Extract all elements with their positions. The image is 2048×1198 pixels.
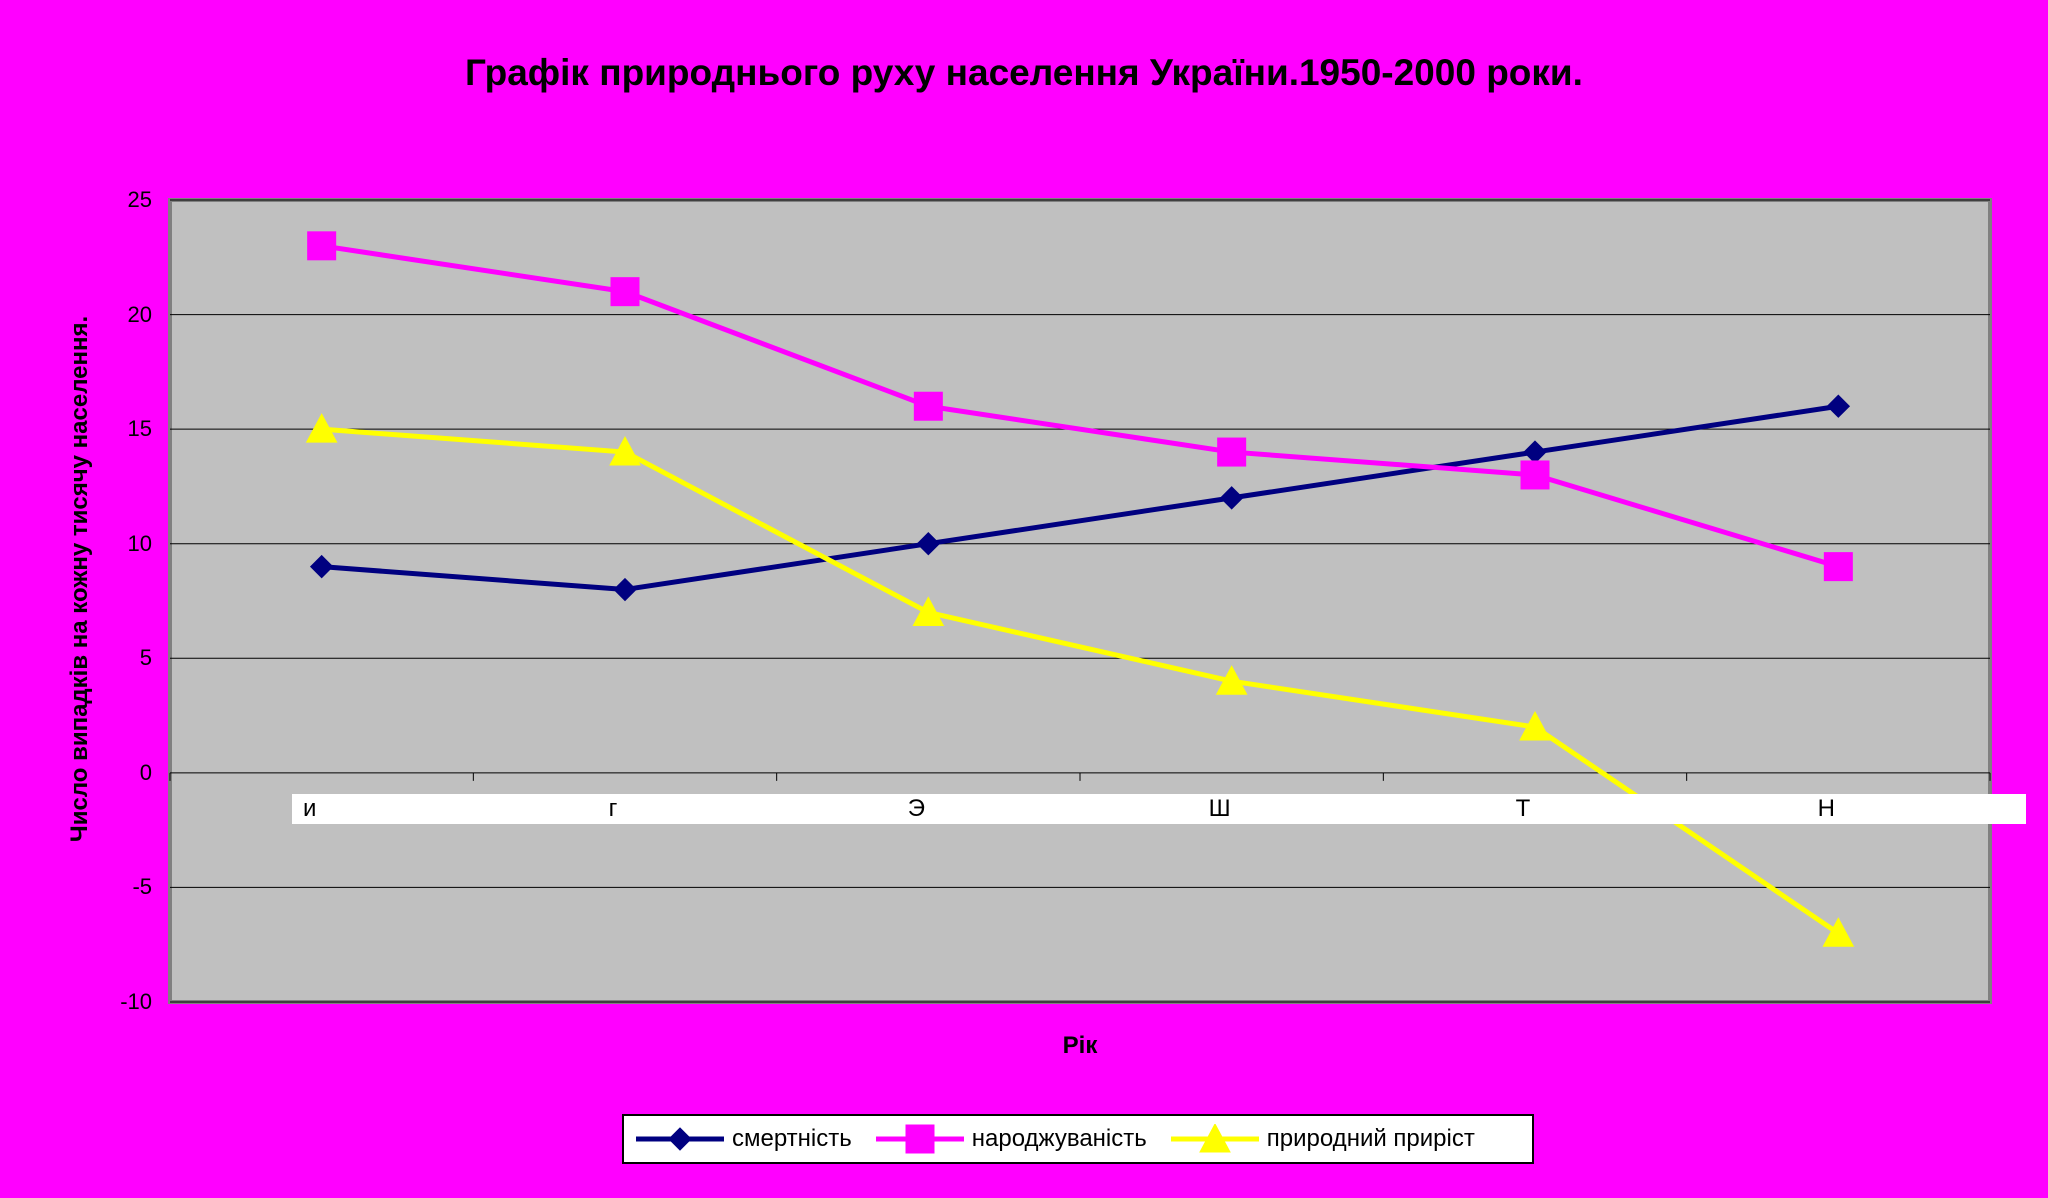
legend-label: народжуваність (971, 1125, 1147, 1152)
category-label-band (292, 794, 2026, 824)
data-point (912, 596, 945, 626)
data-point (1823, 552, 1853, 582)
y-tick-label: 0 (139, 759, 152, 785)
data-point (610, 277, 640, 307)
x-tick-label: и (302, 795, 317, 822)
chart-title: Графік природнього руху населення Україн… (465, 52, 1583, 93)
data-point (1219, 486, 1244, 510)
y-axis-label: Число випадків на кожну тисячу населення… (66, 315, 93, 843)
series-markers (305, 231, 1855, 947)
y-tick-label: 20 (127, 301, 152, 327)
legend: смертність народжуваність природний приріс… (622, 1114, 1534, 1164)
data-point (1217, 437, 1247, 467)
legend-label: природний приріст (1266, 1125, 1475, 1152)
x-tick-label: Э (907, 795, 925, 822)
legend-marker (905, 1124, 935, 1154)
legend-swatch-icon (636, 1127, 724, 1151)
data-point (613, 577, 637, 602)
legend-marker (668, 1127, 692, 1151)
legend-item: народжуваність (874, 1124, 1147, 1154)
y-tick-label: 25 (127, 187, 152, 212)
x-tick-label: г (608, 795, 618, 822)
data-point (609, 435, 641, 466)
data-point (916, 532, 941, 556)
x-tick-label: Н (1817, 795, 1835, 822)
data-point (307, 231, 337, 261)
legend-label: смертність (732, 1125, 852, 1152)
series-line (321, 403, 1839, 593)
data-point (1520, 460, 1550, 490)
y-tick-label: 5 (139, 645, 152, 671)
data-point (1822, 917, 1855, 947)
legend-swatch-icon (875, 1124, 964, 1154)
data-point (1519, 710, 1551, 741)
data-point (305, 413, 338, 443)
x-axis-label: Рік (1062, 1032, 1098, 1059)
data-point (1215, 665, 1248, 695)
data-point (913, 391, 943, 421)
x-tick-label: Т (1515, 795, 1531, 822)
series-lines (321, 243, 1840, 936)
series-line (321, 243, 1840, 570)
x-tick-label: Ш (1208, 795, 1231, 822)
legend-item: природний приріст (1169, 1124, 1475, 1154)
y-tick-label: -10 (120, 989, 152, 1014)
y-tick-label: 15 (127, 416, 152, 442)
plot-area (168, 198, 1992, 1004)
legend-swatch-icon (1170, 1124, 1259, 1153)
data-point (309, 554, 334, 579)
y-tick-label: 10 (127, 530, 152, 556)
legend-marker (1198, 1124, 1231, 1153)
y-tick-label: -5 (132, 874, 152, 900)
series-line (321, 426, 1840, 936)
data-point (1826, 394, 1851, 418)
legend-item: смертність (634, 1124, 852, 1154)
